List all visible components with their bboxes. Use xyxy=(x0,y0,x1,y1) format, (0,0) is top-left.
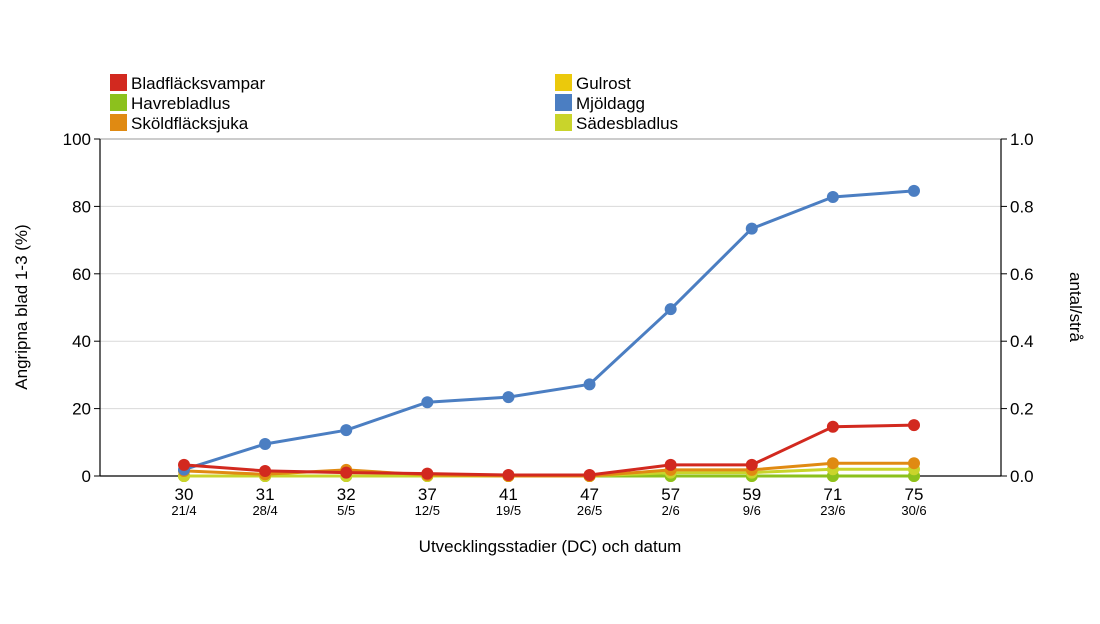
legend: Bladfläcksvampar Gulrost Havrebladlus Mjöld… xyxy=(110,74,678,133)
data-point-mjoldagg xyxy=(908,184,920,197)
x-tick-label: 75 xyxy=(905,485,924,504)
data-point-mjoldagg xyxy=(664,303,677,316)
x-date-label: 26/5 xyxy=(577,503,602,518)
y-tick-label: 20 xyxy=(72,400,91,419)
data-point-bladflacksvampar xyxy=(259,464,272,477)
x-date-label: 28/4 xyxy=(252,503,277,518)
x-date-label: 2/6 xyxy=(662,503,680,518)
legend-label: Mjöldagg xyxy=(576,94,645,113)
x-date-label: 12/5 xyxy=(415,503,440,518)
series-line-mjoldagg xyxy=(183,189,915,472)
y2-tick-label: 0.8 xyxy=(1010,197,1034,216)
data-point-mjoldagg xyxy=(421,396,434,409)
y2-tick-label: 0.6 xyxy=(1010,265,1034,284)
legend-label: Gulrost xyxy=(576,74,631,93)
data-point-mjoldagg xyxy=(583,378,596,391)
data-point-bladflacksvampar xyxy=(178,458,190,471)
legend-swatch xyxy=(110,94,127,111)
legend-swatch xyxy=(110,74,127,91)
data-point-mjoldagg xyxy=(826,190,839,203)
x-date-label: 23/6 xyxy=(820,503,845,518)
y-tick-label: 60 xyxy=(72,265,91,284)
x-tick-label: 31 xyxy=(256,485,275,504)
legend-label: Sköldfläcksjuka xyxy=(131,114,249,133)
axis-titles: Utvecklingsstadier (DC) och datum Angrip… xyxy=(12,224,1085,556)
x-tick-label: 71 xyxy=(823,485,842,504)
y2-axis-title: antal/strå xyxy=(1066,272,1085,342)
legend-label: Havrebladlus xyxy=(131,94,230,113)
y-axis-title: Angripna blad 1-3 (%) xyxy=(12,224,31,389)
data-point-bladflacksvampar xyxy=(664,458,677,471)
y2-tick-label: 0.0 xyxy=(1010,467,1034,486)
y-tick-label: 40 xyxy=(72,332,91,351)
x-date-label: 19/5 xyxy=(496,503,521,518)
x-tick-label: 41 xyxy=(499,485,518,504)
data-point-bladflacksvampar xyxy=(583,468,596,481)
x-date-label: 30/6 xyxy=(901,503,926,518)
grid-layer xyxy=(100,205,1001,410)
x-date-label: 5/5 xyxy=(337,503,355,518)
data-point-bladflacksvampar xyxy=(421,467,434,480)
x-date-label: 9/6 xyxy=(743,503,761,518)
series-line-bladflacksvampar xyxy=(183,423,915,477)
data-point-bladflacksvampar xyxy=(826,420,839,433)
x-tick-label: 57 xyxy=(661,485,680,504)
legend-swatch xyxy=(555,74,572,91)
y-tick-label: 0 xyxy=(82,467,91,486)
legend-swatch xyxy=(555,94,572,111)
x-tick-label: 37 xyxy=(418,485,437,504)
legend-swatch xyxy=(555,114,572,131)
data-point-skoldflacksjuka xyxy=(908,457,920,470)
data-point-bladflacksvampar xyxy=(745,458,758,471)
data-point-bladflacksvampar xyxy=(502,468,515,481)
legend-label: Sädesbladlus xyxy=(576,114,678,133)
x-tick-label: 32 xyxy=(337,485,356,504)
data-point-mjoldagg xyxy=(340,424,353,437)
x-date-label: 21/4 xyxy=(171,503,196,518)
legend-label: Bladfläcksvampar xyxy=(131,74,266,93)
data-point-bladflacksvampar xyxy=(340,466,353,479)
y2-tick-label: 0.2 xyxy=(1010,400,1034,419)
x-tick-label: 47 xyxy=(580,485,599,504)
legend-swatch xyxy=(110,114,127,131)
y-tick-label: 100 xyxy=(63,130,91,149)
data-point-mjoldagg xyxy=(502,391,515,404)
series-layer xyxy=(178,184,920,482)
x-axis-title: Utvecklingsstadier (DC) och datum xyxy=(419,537,682,556)
y2-tick-label: 1.0 xyxy=(1010,130,1034,149)
data-point-bladflacksvampar xyxy=(908,419,920,432)
data-point-skoldflacksjuka xyxy=(826,457,839,470)
x-tick-label: 30 xyxy=(175,485,194,504)
data-point-mjoldagg xyxy=(259,437,272,450)
y-tick-label: 80 xyxy=(72,197,91,216)
data-point-mjoldagg xyxy=(745,222,758,235)
x-tick-label: 59 xyxy=(742,485,761,504)
y2-tick-label: 0.4 xyxy=(1010,332,1034,351)
